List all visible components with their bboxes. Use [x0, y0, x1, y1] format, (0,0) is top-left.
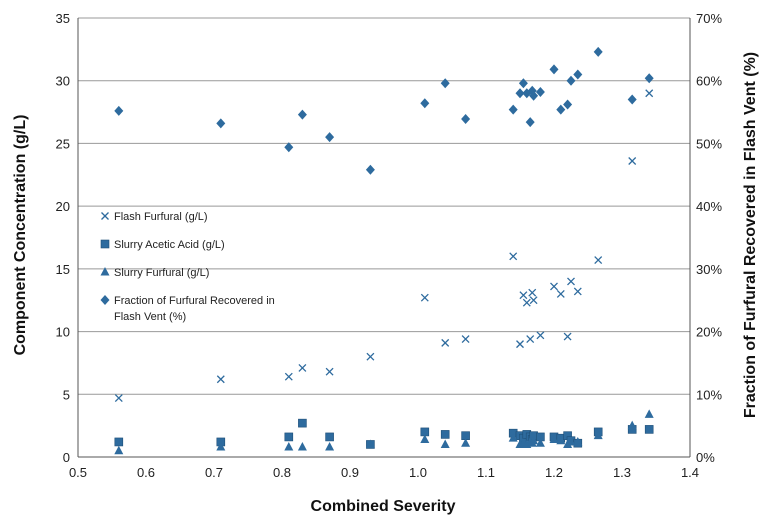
slurry-acetic-acid-point — [326, 433, 334, 441]
y2-tick-label: 50% — [696, 136, 722, 151]
legend-entry: Fraction of Furfural Recovered in Flash V… — [114, 295, 275, 323]
furfural-fraction-point — [563, 100, 572, 110]
y2-tick-label: 60% — [696, 74, 722, 89]
flash-furfural-point — [646, 90, 653, 97]
legend-marker-flash-furfural — [102, 213, 109, 220]
y-tick-label: 20 — [56, 199, 70, 214]
furfural-fraction-point — [556, 105, 565, 115]
flash-furfural-point — [568, 278, 575, 285]
slurry-acetic-acid-point — [298, 419, 306, 427]
slurry-furfural-point — [298, 442, 307, 451]
furfural-fraction-point — [594, 47, 603, 57]
flash-furfural-point — [217, 376, 224, 383]
legend-marker-furfural-fraction — [101, 295, 110, 305]
slurry-furfural-point — [325, 442, 334, 451]
slurry-furfural-point — [645, 409, 654, 418]
x-tick-label: 0.8 — [273, 465, 291, 480]
furfural-fraction-point — [298, 110, 307, 120]
x-axis-title: Combined Severity — [311, 498, 456, 515]
flash-furfural-point — [367, 353, 374, 360]
furfural-fraction-point — [325, 132, 334, 142]
y-axis-title: Component Concentration (g/L) — [12, 115, 29, 356]
slurry-acetic-acid-point — [645, 425, 653, 433]
slurry-furfural-point — [284, 442, 293, 451]
y2-tick-label: 0% — [696, 450, 715, 465]
slurry-furfural-point — [114, 446, 123, 455]
furfural-fraction-point — [420, 98, 429, 108]
flash-furfural-point — [557, 290, 564, 297]
flash-furfural-point — [530, 297, 537, 304]
flash-furfural-point — [564, 333, 571, 340]
y2-tick-label: 20% — [696, 325, 722, 340]
y2-axis-title: Fraction of Furfural Recovered in Flash … — [742, 52, 759, 418]
x-tick-label: 0.6 — [137, 465, 155, 480]
slurry-acetic-acid-point — [115, 438, 123, 446]
y2-tick-label: 40% — [696, 199, 722, 214]
flash-furfural-point — [523, 299, 530, 306]
flash-furfural-point — [442, 339, 449, 346]
legend-entry: Slurry Furfural (g/L) — [114, 267, 209, 279]
flash-furfural-point — [520, 292, 527, 299]
legend-entry: Flash Furfural (g/L) — [114, 211, 208, 223]
furfural-fraction-point — [526, 117, 535, 127]
x-tick-label: 1.1 — [477, 465, 495, 480]
slurry-acetic-acid-point — [441, 430, 449, 438]
furfural-fraction-point — [441, 78, 450, 88]
furfural-fraction-point — [461, 114, 470, 124]
furfural-fraction-point — [114, 106, 123, 116]
furfural-fraction-point — [567, 76, 576, 86]
furfural-fraction-point — [550, 64, 559, 74]
furfural-fraction-point — [628, 95, 637, 105]
x-tick-label: 0.5 — [69, 465, 87, 480]
legend: Flash Furfural (g/L) Slurry Acetic Acid (… — [101, 211, 275, 323]
flash-furfural-point — [529, 289, 536, 296]
x-tick-label: 1.2 — [545, 465, 563, 480]
legend-marker-slurry-furfural — [101, 267, 110, 276]
y-tick-label: 35 — [56, 11, 70, 26]
legend-entry: Slurry Acetic Acid (g/L) — [114, 239, 225, 251]
x-tick-label: 1.0 — [409, 465, 427, 480]
y-tick-label: 15 — [56, 262, 70, 277]
y-tick-label: 10 — [56, 325, 70, 340]
flash-furfural-point — [421, 294, 428, 301]
flash-furfural-point — [574, 288, 581, 295]
y-tick-label: 25 — [56, 136, 70, 151]
furfural-fraction-point — [519, 78, 528, 88]
x-tick-label: 1.4 — [681, 465, 699, 480]
flash-furfural-point — [115, 395, 122, 402]
y-tick-label: 0 — [63, 450, 70, 465]
flash-furfural-point — [299, 364, 306, 371]
flash-furfural-point — [551, 283, 558, 290]
flash-furfural-point — [326, 368, 333, 375]
y2-tick-label: 70% — [696, 11, 722, 26]
furfural-fraction-point — [573, 69, 582, 79]
x-tick-label: 1.3 — [613, 465, 631, 480]
slurry-acetic-acid-point — [285, 433, 293, 441]
flash-furfural-point — [629, 157, 636, 164]
furfural-fraction-point — [509, 105, 518, 115]
axes — [78, 18, 690, 457]
furfural-fraction-point — [216, 118, 225, 128]
flash-furfural-point — [510, 253, 517, 260]
flash-furfural-point — [462, 336, 469, 343]
y-tick-label: 5 — [63, 387, 70, 402]
slurry-furfural-point — [441, 439, 450, 448]
furfural-fraction-point — [645, 73, 654, 83]
flash-furfural-point — [527, 336, 534, 343]
x-tick-label: 0.7 — [205, 465, 223, 480]
flash-furfural-point — [285, 373, 292, 380]
x-tick-label: 0.9 — [341, 465, 359, 480]
grid-lines — [78, 18, 690, 457]
flash-furfural-point — [517, 341, 524, 348]
flash-furfural-point — [595, 257, 602, 264]
slurry-furfural-point — [628, 421, 637, 430]
flash-furfural-point — [537, 332, 544, 339]
y-tick-label: 30 — [56, 74, 70, 89]
y2-tick-label: 10% — [696, 387, 722, 402]
legend-marker-slurry-acetic-acid — [101, 240, 109, 248]
furfural-fraction-point — [366, 165, 375, 175]
y2-tick-label: 30% — [696, 262, 722, 277]
